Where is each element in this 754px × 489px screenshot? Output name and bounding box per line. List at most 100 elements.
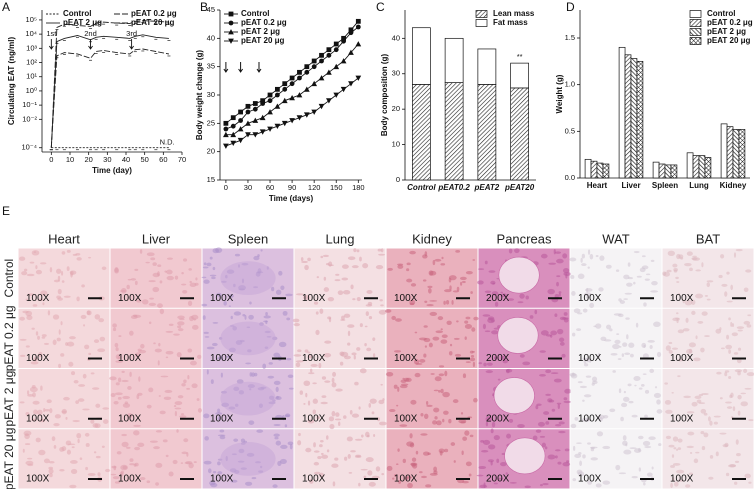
texture bbox=[184, 462, 191, 464]
texture bbox=[350, 284, 354, 290]
texture bbox=[114, 481, 121, 484]
texture bbox=[37, 409, 43, 416]
texture bbox=[97, 472, 101, 477]
texture bbox=[299, 390, 304, 395]
marker bbox=[274, 103, 281, 109]
legend-swatch bbox=[689, 28, 702, 36]
texture bbox=[134, 268, 139, 271]
texture bbox=[736, 358, 742, 364]
texture bbox=[524, 485, 531, 489]
texture bbox=[33, 251, 37, 253]
texture bbox=[638, 447, 641, 452]
micrograph: 100X bbox=[569, 248, 662, 309]
marker bbox=[267, 98, 273, 104]
legend-label: pEAT 0.2 μg bbox=[131, 9, 177, 18]
texture bbox=[71, 446, 75, 449]
legend-label: pEAT 2 μg bbox=[63, 18, 102, 27]
texture bbox=[110, 393, 116, 398]
texture bbox=[158, 395, 161, 397]
texture bbox=[636, 275, 642, 278]
marker bbox=[348, 30, 354, 36]
texture bbox=[622, 435, 627, 441]
texture bbox=[321, 454, 329, 459]
texture bbox=[716, 371, 722, 375]
texture bbox=[446, 299, 450, 305]
texture bbox=[249, 372, 253, 377]
marker bbox=[237, 126, 244, 132]
texture bbox=[535, 405, 539, 410]
texture bbox=[696, 399, 702, 404]
texture bbox=[508, 248, 513, 254]
texture bbox=[159, 280, 163, 284]
annotation: N.D. bbox=[160, 138, 175, 147]
texture bbox=[187, 300, 193, 307]
texture bbox=[69, 336, 76, 340]
texture bbox=[590, 446, 598, 449]
texture bbox=[464, 430, 470, 436]
texture bbox=[563, 400, 572, 404]
texture bbox=[27, 457, 33, 460]
texture bbox=[318, 362, 322, 369]
texture bbox=[438, 365, 445, 368]
texture bbox=[312, 382, 317, 385]
texture bbox=[273, 352, 280, 358]
texture bbox=[486, 362, 493, 366]
texture bbox=[558, 293, 561, 297]
texture bbox=[726, 271, 730, 275]
texture bbox=[182, 289, 188, 294]
texture bbox=[114, 342, 119, 348]
texture bbox=[715, 451, 719, 457]
texture bbox=[196, 398, 200, 401]
texture bbox=[434, 258, 442, 262]
texture bbox=[539, 373, 546, 377]
texture bbox=[672, 317, 680, 322]
texture bbox=[483, 482, 486, 488]
texture bbox=[671, 391, 674, 394]
y-tick-label: 20 bbox=[207, 147, 215, 156]
texture bbox=[456, 320, 459, 323]
texture bbox=[748, 481, 752, 484]
texture bbox=[469, 434, 474, 438]
texture bbox=[372, 353, 376, 358]
texture bbox=[262, 363, 267, 369]
x-tick-label: Heart bbox=[587, 181, 608, 190]
texture bbox=[700, 408, 707, 414]
arrow bbox=[256, 62, 262, 73]
magnification: 100X bbox=[210, 413, 234, 424]
texture bbox=[315, 329, 320, 336]
x-tick-label: 0 bbox=[49, 155, 53, 164]
bar bbox=[618, 46, 626, 179]
texture bbox=[155, 430, 163, 433]
marker bbox=[267, 126, 273, 132]
texture bbox=[444, 370, 448, 377]
annotation: ** bbox=[517, 52, 523, 61]
texture bbox=[348, 472, 353, 474]
marker bbox=[230, 115, 236, 121]
texture bbox=[420, 412, 424, 417]
y-tick-label: 35 bbox=[207, 62, 215, 71]
texture bbox=[66, 449, 71, 455]
texture bbox=[130, 278, 137, 281]
texture bbox=[682, 328, 690, 332]
texture bbox=[440, 263, 446, 266]
texture bbox=[613, 313, 622, 316]
texture bbox=[573, 308, 581, 314]
texture bbox=[40, 385, 43, 391]
texture bbox=[414, 372, 421, 378]
texture bbox=[206, 262, 212, 267]
texture bbox=[295, 293, 304, 296]
texture bbox=[477, 280, 484, 285]
texture bbox=[342, 290, 351, 295]
x-tick-label: pEAT0.2 bbox=[437, 183, 470, 192]
texture bbox=[428, 342, 433, 348]
texture bbox=[395, 318, 402, 322]
column-header: Liver bbox=[142, 231, 171, 246]
texture bbox=[191, 383, 198, 389]
texture bbox=[305, 447, 312, 453]
texture bbox=[676, 253, 681, 260]
texture bbox=[27, 390, 30, 395]
texture bbox=[701, 392, 709, 396]
x-tick-label: 90 bbox=[288, 183, 296, 192]
texture bbox=[651, 466, 654, 470]
legend-label: Control bbox=[63, 9, 91, 18]
